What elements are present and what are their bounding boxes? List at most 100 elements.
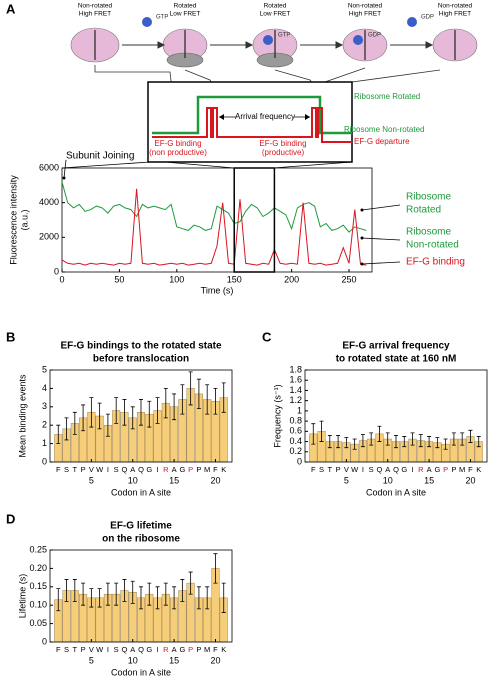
category-label: F [213, 645, 218, 654]
category-label: G [146, 645, 152, 654]
plot-frame [49, 549, 233, 643]
arrow-head [62, 176, 66, 180]
zoom-box [233, 167, 276, 273]
category-label: I [156, 465, 158, 474]
error-bar [460, 432, 465, 446]
error-bar [81, 404, 86, 432]
error-bar [163, 388, 168, 419]
category-label: P [336, 465, 341, 474]
error-bar [319, 420, 324, 442]
category-label: W [96, 465, 104, 474]
category-label: P [196, 645, 201, 654]
panel-letter: C [262, 329, 272, 344]
annotation: Subunit Joining [66, 151, 134, 162]
inset-binding: EF-G binding [154, 139, 201, 148]
annotation: Ribosome [406, 227, 451, 238]
error-bar [64, 579, 69, 602]
y-axis-label: (a.u.) [19, 209, 29, 230]
category-label: I [107, 465, 109, 474]
category-label: P [451, 465, 456, 474]
x-tick-label: 150 [227, 274, 242, 284]
error-bar [139, 399, 143, 426]
y-tick-label: 0 [297, 456, 302, 466]
category-label: I [411, 465, 413, 474]
y-tick-label: 1 [297, 405, 302, 415]
x-axis-label: Codon in A site [111, 487, 171, 497]
category-label: G [179, 645, 185, 654]
category-label: P [81, 645, 86, 654]
error-bar [97, 402, 102, 430]
y-tick-label: 1.6 [289, 375, 302, 385]
category-label: W [96, 645, 104, 654]
arrow-head [360, 236, 364, 240]
annotation-arrow [361, 237, 401, 241]
error-bar [377, 425, 382, 442]
y-tick-label: 0.10 [29, 600, 47, 610]
category-label: I [362, 465, 364, 474]
category-label: S [64, 645, 69, 654]
category-label: R [163, 645, 169, 654]
y-tick-label: 2 [42, 420, 47, 430]
error-bar [72, 579, 77, 602]
error-bar [147, 582, 152, 606]
category-label: G [179, 465, 185, 474]
error-bar [418, 434, 423, 448]
category-label: I [156, 645, 158, 654]
category-label: A [130, 465, 135, 474]
category-label: G [146, 465, 152, 474]
error-bar [155, 586, 160, 610]
y-tick-label: 0.8 [289, 415, 302, 425]
category-label: V [89, 645, 94, 654]
error-bar [360, 434, 365, 448]
y-axis-label: Fluorescence intensity [8, 175, 18, 265]
error-bar [105, 582, 110, 606]
state-fret: High FRET [349, 11, 381, 18]
panel-letter: B [6, 329, 15, 344]
category-label: W [351, 465, 359, 474]
annotation: Ribosome [406, 192, 451, 203]
arrow-head [360, 262, 364, 266]
y-axis-label: Frequency (s⁻¹) [272, 384, 282, 447]
category-label: F [56, 465, 61, 474]
chart-title: EF-G arrival frequency [342, 341, 450, 352]
panel-letter: D [6, 511, 15, 526]
error-bar [385, 432, 390, 446]
error-bar [56, 424, 61, 444]
error-bar [369, 432, 374, 446]
x-tick-label: 5 [89, 475, 94, 485]
schematic-cartoons [70, 17, 478, 91]
x-tick-label: 0 [59, 274, 64, 284]
y-axis-label: Lifetime (s) [17, 574, 27, 619]
y-tick-label: 1 [42, 438, 47, 448]
y-tick-label: 0 [54, 266, 59, 276]
category-label: P [188, 465, 193, 474]
category-label: K [221, 465, 226, 474]
plot-frame [304, 369, 488, 463]
state-label: Non-rotated [348, 3, 383, 10]
category-label: F [213, 465, 218, 474]
x-tick-label: 20 [210, 655, 220, 665]
category-label: Q [138, 465, 144, 474]
error-bar [213, 388, 218, 415]
state-label: Non-rotated [78, 3, 113, 10]
inset-binding: (productive) [262, 148, 305, 157]
category-label: Q [138, 645, 144, 654]
category-label: A [130, 645, 135, 654]
y-tick-label: 0.2 [289, 446, 302, 456]
y-tick-label: 0.6 [289, 426, 302, 436]
category-label: K [476, 465, 481, 474]
category-label: M [459, 465, 465, 474]
state-fret: High FRET [439, 11, 471, 18]
inset-binding: EF-G binding [259, 139, 306, 148]
category-label: P [443, 465, 448, 474]
plot-frame [61, 167, 373, 273]
x-tick-label: 15 [424, 475, 434, 485]
annotation: Non-rotated [406, 240, 459, 251]
x-tick-label: 10 [383, 475, 393, 485]
x-axis-label: Time (s) [201, 285, 234, 295]
x-tick-label: 5 [344, 475, 349, 485]
inset-departure: EF-G departure [354, 137, 410, 146]
error-bar [410, 432, 415, 446]
error-bar [221, 382, 226, 413]
x-tick-label: 50 [114, 274, 124, 284]
